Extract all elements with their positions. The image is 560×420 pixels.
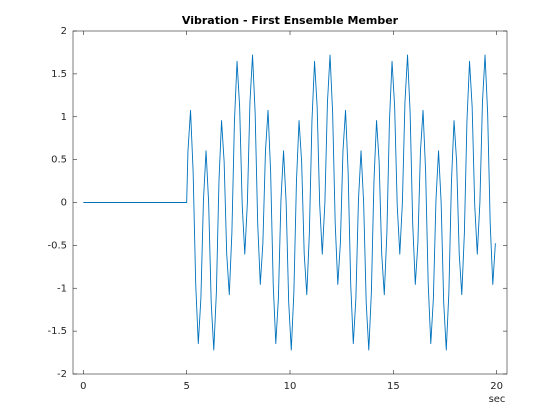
y-tick-label: 1 — [61, 112, 67, 123]
y-tick-label: -2 — [57, 369, 67, 380]
x-tick-label: 10 — [284, 381, 297, 392]
y-tick-label: -0.5 — [47, 240, 67, 251]
y-tick-label: 1.5 — [51, 69, 67, 80]
data-line — [83, 54, 496, 351]
y-tick-label: 0.5 — [51, 155, 67, 166]
x-tick-label: 5 — [183, 381, 189, 392]
y-tick-label: -1.5 — [47, 326, 67, 337]
y-tick-label: 0 — [61, 198, 67, 209]
x-axis-label: sec — [489, 394, 506, 405]
y-tick-label: 2 — [61, 26, 67, 37]
chart-title: Vibration - First Ensemble Member — [182, 14, 399, 27]
y-tick-label: -1 — [57, 283, 67, 294]
x-tick-label: 20 — [490, 381, 503, 392]
x-tick-label: 15 — [387, 381, 400, 392]
x-tick-label: 0 — [80, 381, 86, 392]
